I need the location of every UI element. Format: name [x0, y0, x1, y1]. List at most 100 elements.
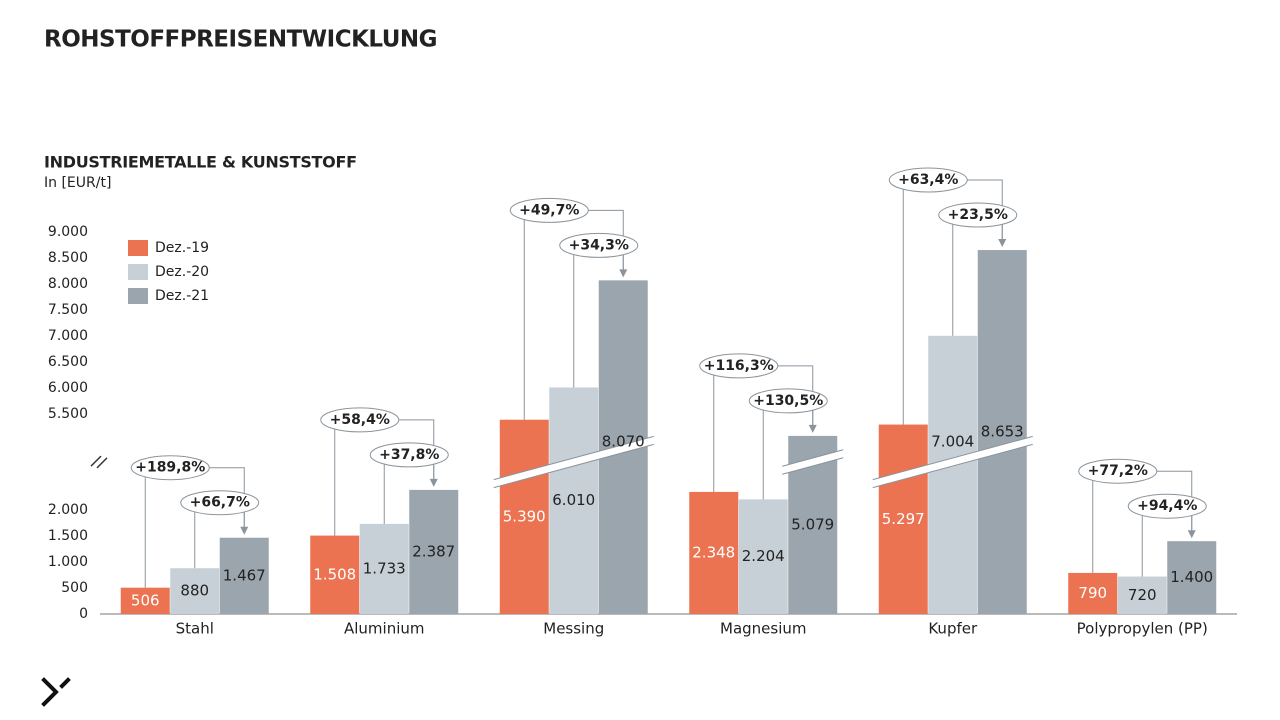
legend-label: Dez.-21	[155, 288, 209, 304]
arrow-head	[808, 424, 817, 433]
change-label: +189,8%	[135, 460, 205, 476]
change-label: +23,5%	[948, 207, 1008, 223]
y-tick-label: 6.000	[48, 380, 88, 396]
bar	[1117, 576, 1167, 614]
x-tick-label: Magnesium	[720, 620, 807, 638]
y-tick-label: 8.000	[48, 276, 88, 292]
y-axis-label: In [EUR/t]	[44, 175, 111, 191]
value-label: 880	[180, 582, 209, 600]
bar	[499, 419, 549, 614]
break-strip	[872, 436, 1033, 488]
break-edge	[493, 435, 654, 481]
break-edge	[782, 449, 844, 467]
change-label: +63,4%	[898, 172, 958, 188]
logo-chevron	[41, 677, 59, 707]
axis-break	[90, 455, 108, 469]
value-label: 5.079	[791, 515, 834, 533]
x-tick-label: Messing	[543, 620, 604, 638]
change-label: +94,4%	[1137, 498, 1197, 514]
change-bubble	[888, 167, 968, 193]
legend-label: Dez.-19	[155, 240, 209, 256]
bar	[219, 537, 269, 614]
arrow-head	[429, 478, 438, 487]
change-label: +130,5%	[753, 393, 823, 409]
change-bubble	[748, 388, 828, 414]
value-label: 2.204	[742, 547, 785, 565]
y-tick-label: 1.500	[48, 528, 88, 544]
bar	[878, 424, 928, 614]
y-tick-label: 5.500	[48, 406, 88, 422]
y-tick-label: 9.000	[48, 224, 88, 240]
bar	[738, 499, 788, 614]
value-label: 1.400	[1170, 568, 1213, 586]
chart-title: ROHSTOFFPREISENTWICKLUNG	[44, 27, 437, 53]
value-label: 720	[1128, 586, 1157, 604]
value-label: 7.004	[931, 433, 974, 451]
logo	[41, 677, 71, 707]
value-label: 6.010	[552, 491, 595, 509]
bar	[1068, 572, 1118, 614]
y-tick-label: 1.000	[48, 554, 88, 570]
bar	[170, 568, 220, 614]
change-bubble	[1078, 458, 1158, 484]
change-label: +49,7%	[519, 202, 579, 218]
break-edge	[872, 443, 1033, 489]
change-bubble	[1127, 493, 1207, 519]
bar	[409, 489, 459, 614]
y-tick-label: 500	[61, 580, 88, 596]
break-edge	[493, 443, 654, 489]
chart-subtitle: INDUSTRIEMETALLE & KUNSTSTOFF	[44, 153, 357, 172]
y-tick-label: 7.000	[48, 328, 88, 344]
value-label: 5.297	[882, 510, 925, 528]
bar	[689, 491, 739, 614]
break-edge	[872, 435, 1033, 481]
logo-tick	[59, 677, 71, 689]
bar	[359, 523, 409, 614]
change-bubble	[369, 442, 449, 468]
bar	[977, 250, 1027, 614]
value-label: 2.387	[412, 542, 455, 560]
bar	[928, 335, 978, 614]
break-strip	[493, 436, 654, 488]
change-label: +37,8%	[379, 447, 439, 463]
legend-swatch	[128, 240, 148, 256]
bar	[549, 387, 599, 614]
value-label: 2.348	[692, 543, 735, 561]
value-label: 790	[1078, 584, 1107, 602]
value-label: 5.390	[503, 507, 546, 525]
annotations: +189,8% +66,7% +58,4% +37,8% +49,7% +34,3% +11…	[130, 167, 1207, 588]
axis-break-slash	[96, 457, 108, 469]
value-label: 1.733	[363, 559, 406, 577]
x-tick-label: Kupfer	[928, 620, 978, 638]
bar	[120, 587, 170, 614]
axis-break-slash	[90, 455, 102, 467]
value-label: 506	[131, 591, 160, 609]
legend-label: Dez.-20	[155, 264, 209, 280]
change-bubble	[699, 353, 779, 379]
x-tick-label: Stahl	[176, 620, 214, 638]
bar	[1167, 541, 1217, 614]
change-bubble	[938, 202, 1018, 228]
y-tick-label: 7.500	[48, 302, 88, 318]
arrow-head	[619, 269, 628, 278]
value-label: 8.070	[602, 433, 645, 451]
x-tick-label: Aluminium	[344, 620, 425, 638]
change-bubble	[320, 407, 400, 433]
arrow-head	[240, 526, 249, 535]
change-bubble	[180, 490, 260, 516]
break-strip	[782, 449, 844, 475]
y-tick-label: 8.500	[48, 250, 88, 266]
y-tick-label: 0	[79, 606, 88, 622]
change-label: +66,7%	[190, 495, 250, 511]
arrow-head	[1187, 530, 1196, 539]
value-label: 8.653	[981, 423, 1024, 441]
change-bubble	[130, 455, 210, 481]
bar	[310, 535, 360, 614]
value-label: 1.467	[223, 566, 266, 584]
arrow-head	[998, 239, 1007, 248]
y-tick-label: 6.500	[48, 354, 88, 370]
change-label: +116,3%	[704, 358, 774, 374]
value-label: 1.508	[313, 565, 356, 583]
x-tick-label: Polypropylen (PP)	[1077, 620, 1208, 638]
